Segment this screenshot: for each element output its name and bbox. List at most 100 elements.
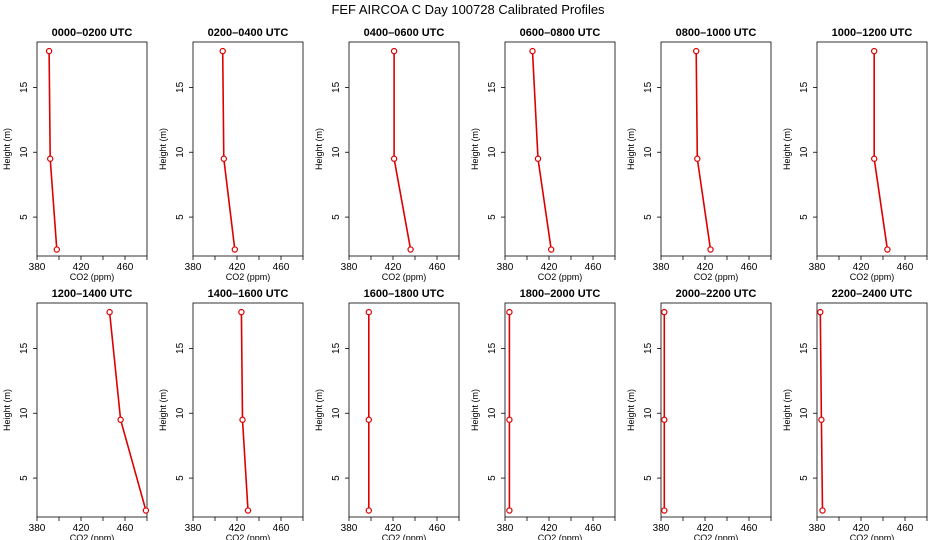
y-tick-label: 5 bbox=[643, 475, 654, 481]
y-tick-label: 10 bbox=[487, 146, 498, 158]
plot-frame bbox=[816, 41, 928, 257]
plot-frame bbox=[660, 41, 772, 257]
x-axis-label: CO2 (ppm) bbox=[694, 533, 739, 540]
y-tick-label: 15 bbox=[331, 342, 342, 354]
y-tick-label: 15 bbox=[19, 81, 30, 93]
x-axis-label: CO2 (ppm) bbox=[538, 272, 583, 282]
x-tick-label: 420 bbox=[541, 262, 558, 273]
y-tick-label: 15 bbox=[331, 81, 342, 93]
profile-point bbox=[506, 308, 513, 316]
x-tick-label: 420 bbox=[853, 262, 870, 273]
panel-title: 0200–0400 UTC bbox=[208, 27, 289, 39]
x-tick-label: 380 bbox=[29, 262, 46, 273]
y-tick-label: 15 bbox=[175, 342, 186, 354]
plot-frame bbox=[192, 41, 304, 257]
figure-title: FEF AIRCOA C Day 100728 Calibrated Profi… bbox=[331, 2, 605, 17]
x-tick-label: 380 bbox=[29, 523, 46, 534]
y-axis-label: Height (m) bbox=[2, 389, 12, 431]
profile-point bbox=[694, 155, 701, 162]
x-tick-label: 420 bbox=[73, 523, 90, 534]
profile-point bbox=[45, 47, 53, 55]
x-tick-label: 380 bbox=[653, 523, 670, 534]
y-tick-label: 10 bbox=[799, 146, 810, 158]
x-tick-label: 460 bbox=[429, 262, 446, 273]
y-tick-label: 5 bbox=[331, 214, 342, 220]
y-tick-label: 10 bbox=[331, 146, 342, 158]
profile-point bbox=[661, 308, 668, 316]
y-tick-label: 15 bbox=[799, 81, 810, 93]
plot-frame bbox=[816, 302, 928, 518]
profile-point bbox=[661, 416, 668, 423]
profile-point bbox=[871, 155, 878, 162]
profile-point bbox=[693, 47, 700, 55]
profile-point bbox=[884, 246, 891, 253]
profile-point bbox=[661, 507, 668, 514]
y-tick-label: 5 bbox=[175, 214, 186, 220]
y-tick-label: 10 bbox=[487, 407, 498, 419]
profile-point bbox=[871, 47, 878, 55]
plot-frame bbox=[504, 41, 616, 257]
y-tick-label: 10 bbox=[175, 407, 186, 419]
profile-point bbox=[219, 47, 226, 55]
x-tick-label: 380 bbox=[653, 262, 670, 273]
x-tick-label: 460 bbox=[117, 523, 134, 534]
panel-title: 2200–2400 UTC bbox=[832, 288, 913, 300]
profile-point bbox=[365, 507, 372, 514]
x-tick-label: 380 bbox=[341, 523, 358, 534]
profile-point bbox=[407, 246, 414, 253]
profile-point bbox=[106, 308, 113, 316]
y-tick-label: 5 bbox=[487, 475, 498, 481]
profile-point bbox=[231, 246, 238, 253]
x-tick-label: 420 bbox=[73, 262, 90, 273]
y-axis-label: Height (m) bbox=[782, 128, 792, 170]
profile-point bbox=[365, 416, 372, 423]
y-tick-label: 15 bbox=[19, 342, 30, 354]
y-tick-label: 10 bbox=[643, 407, 654, 419]
profile-point bbox=[534, 155, 542, 162]
x-tick-label: 420 bbox=[541, 523, 558, 534]
y-axis-label: Height (m) bbox=[158, 128, 168, 170]
profile-point bbox=[529, 47, 536, 55]
profile-line bbox=[695, 51, 712, 250]
y-tick-label: 5 bbox=[331, 475, 342, 481]
x-tick-label: 420 bbox=[385, 523, 402, 534]
x-axis-label: CO2 (ppm) bbox=[382, 272, 427, 282]
x-tick-label: 380 bbox=[185, 523, 202, 534]
y-axis-label: Height (m) bbox=[314, 128, 324, 170]
profile-point bbox=[506, 507, 513, 514]
y-tick-label: 5 bbox=[19, 475, 30, 481]
plot-frame bbox=[504, 302, 616, 518]
profile-point bbox=[220, 155, 227, 162]
x-axis-label: CO2 (ppm) bbox=[850, 533, 895, 540]
profile-line bbox=[240, 312, 249, 511]
profile-line bbox=[531, 51, 552, 250]
x-tick-label: 380 bbox=[341, 262, 358, 273]
x-tick-label: 460 bbox=[585, 523, 602, 534]
x-tick-label: 460 bbox=[897, 523, 914, 534]
x-tick-label: 460 bbox=[585, 262, 602, 273]
plot-frame bbox=[348, 302, 460, 518]
profile-point bbox=[548, 246, 555, 253]
x-tick-label: 380 bbox=[497, 523, 514, 534]
y-axis-label: Height (m) bbox=[158, 389, 168, 431]
profile-point bbox=[238, 308, 245, 316]
profile-line bbox=[873, 51, 889, 250]
y-tick-label: 10 bbox=[799, 407, 810, 419]
panel-title: 1200–1400 UTC bbox=[52, 288, 133, 300]
y-axis-label: Height (m) bbox=[626, 389, 636, 431]
x-axis-label: CO2 (ppm) bbox=[382, 533, 427, 540]
profile-point bbox=[818, 416, 825, 423]
x-axis-label: CO2 (ppm) bbox=[70, 272, 115, 282]
x-tick-label: 380 bbox=[809, 262, 826, 273]
x-tick-label: 380 bbox=[497, 262, 514, 273]
y-axis-label: Height (m) bbox=[782, 389, 792, 431]
profile-point bbox=[819, 507, 826, 514]
